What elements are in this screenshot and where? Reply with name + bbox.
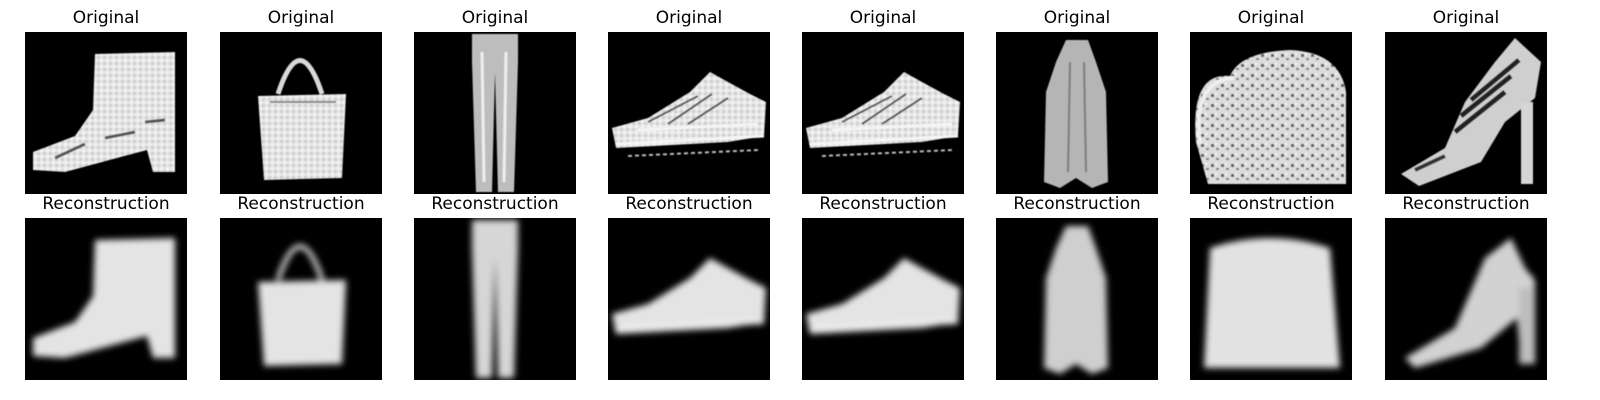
reconstruction-title: Reconstruction xyxy=(1207,194,1335,214)
original-image-dress xyxy=(996,32,1158,194)
original-image-ankle-boot xyxy=(25,32,187,194)
original-title: Original xyxy=(267,8,335,28)
reconstruction-title: Reconstruction xyxy=(431,194,559,214)
original-image-sneaker xyxy=(608,32,770,194)
reconstruction-title: Reconstruction xyxy=(1402,194,1530,214)
reconstruction-title: Reconstruction xyxy=(1013,194,1141,214)
original-image-sneaker xyxy=(802,32,964,194)
original-title: Original xyxy=(461,8,529,28)
original-image-bag-with-handle xyxy=(220,32,382,194)
original-image-trouser xyxy=(414,32,576,194)
original-title: Original xyxy=(72,8,140,28)
reconstruction-image-bag xyxy=(1190,218,1352,380)
original-title: Original xyxy=(849,8,917,28)
reconstruction-image-sneaker xyxy=(802,218,964,380)
reconstruction-title: Reconstruction xyxy=(42,194,170,214)
reconstruction-image-bag-with-handle xyxy=(220,218,382,380)
original-image-bag xyxy=(1190,32,1352,194)
original-image-sandal xyxy=(1385,32,1547,194)
reconstruction-title: Reconstruction xyxy=(625,194,753,214)
reconstruction-image-trouser xyxy=(414,218,576,380)
reconstruction-title: Reconstruction xyxy=(819,194,947,214)
reconstruction-image-sneaker xyxy=(608,218,770,380)
reconstruction-image-ankle-boot xyxy=(25,218,187,380)
original-title: Original xyxy=(655,8,723,28)
original-title: Original xyxy=(1432,8,1500,28)
reconstruction-image-sandal xyxy=(1385,218,1547,380)
reconstruction-image-dress xyxy=(996,218,1158,380)
original-title: Original xyxy=(1237,8,1305,28)
reconstruction-title: Reconstruction xyxy=(237,194,365,214)
original-title: Original xyxy=(1043,8,1111,28)
